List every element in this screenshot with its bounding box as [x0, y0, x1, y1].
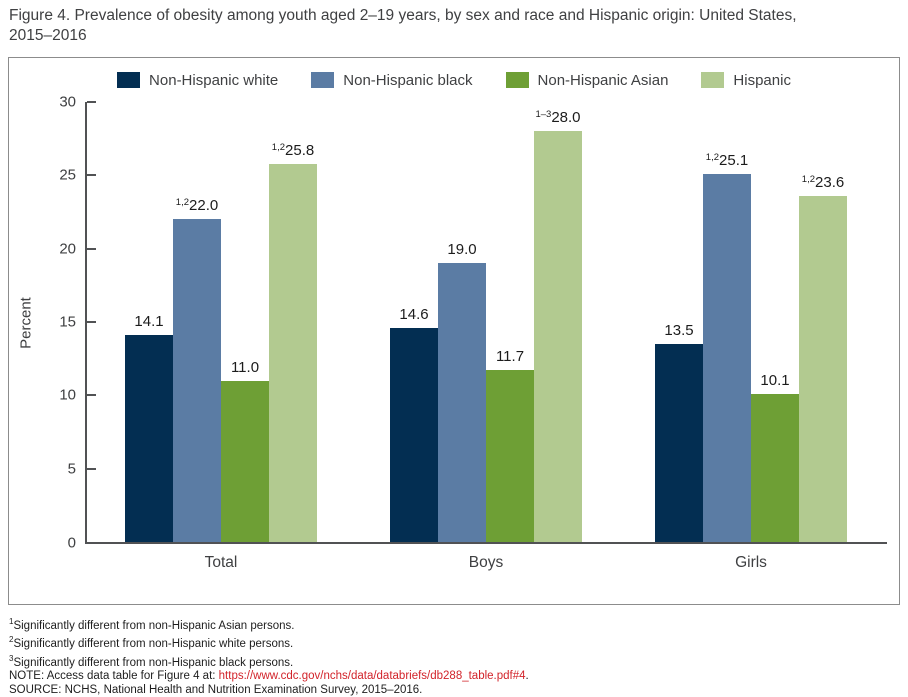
bar-boys-non-hispanic-asian	[486, 370, 534, 542]
footnote-2: 2Significantly different from non-Hispan…	[9, 633, 908, 651]
legend-item-3: Non-Hispanic Asian	[505, 71, 669, 89]
y-axis-label: Percent	[17, 297, 35, 349]
footnote-1: 1Significantly different from non-Hispan…	[9, 615, 908, 633]
bar-value-label: 19.0	[447, 241, 477, 259]
footnote-3-superscript: 3	[9, 653, 14, 663]
legend-item-label: Non-Hispanic white	[149, 71, 279, 89]
y-tick-label: 25	[59, 166, 76, 184]
bar-value-label: 1,225.1	[705, 151, 749, 169]
bar-girls-non-hispanic-asian	[751, 393, 799, 542]
y-tick-label: 20	[59, 240, 76, 258]
significance-superscript: 1–3	[535, 109, 552, 121]
legend-item-4: Hispanic	[701, 72, 791, 89]
bar-total-non-hispanic-black	[173, 219, 221, 542]
figure-title: Figure 4. Prevalence of obesity among yo…	[9, 6, 898, 45]
source-line: SOURCE: NCHS, National Health and Nutrit…	[9, 683, 423, 696]
y-tick-column: 0 5 10 15 20 25 30	[43, 94, 85, 552]
bar-total-non-hispanic-asian	[221, 380, 269, 542]
note-prefix: NOTE: Access data table for Figure 4 at:	[9, 670, 219, 683]
legend-item-1: Non-Hispanic white	[117, 72, 278, 89]
y-tick-label: 10	[59, 386, 76, 404]
x-category-label-boys: Boys	[468, 554, 504, 571]
bar-value-label: 1–328.0	[535, 109, 581, 127]
y-tick	[87, 321, 96, 323]
bar-value-label: 1,222.0	[175, 197, 219, 215]
legend-swatch-icon	[505, 72, 529, 88]
x-category-label-total: Total	[204, 554, 238, 571]
y-tick-label: 0	[67, 534, 76, 552]
bar-value-label: 13.5	[664, 322, 694, 339]
x-axis-labels: Total Boys Girls	[87, 544, 887, 588]
bar-boys-non-hispanic-black	[438, 263, 486, 542]
bar-girls-hispanic	[799, 195, 847, 542]
plot-row: Percent 0 5 10 15 20 25 30 14.1 1,222.0 11.0 1,22…	[9, 94, 899, 552]
bar-total-hispanic	[269, 163, 317, 542]
legend-swatch-icon	[117, 72, 141, 88]
bar-boys-non-hispanic-white	[390, 327, 438, 542]
note-suffix: .	[525, 670, 529, 683]
x-category-label-girls: Girls	[735, 554, 767, 571]
data-table-link[interactable]: https://www.cdc.gov/nchs/data/databriefs…	[218, 670, 526, 683]
bar-value-label: 1,225.8	[271, 141, 315, 159]
bar-boys-hispanic	[534, 131, 582, 542]
figure-title-line2: 2015–2016	[9, 26, 87, 44]
figure-title-line1: Figure 4. Prevalence of obesity among yo…	[9, 7, 797, 24]
significance-superscript: 1,2	[271, 141, 286, 153]
legend-item-label: Hispanic	[733, 71, 791, 89]
legend-swatch-icon	[311, 72, 335, 88]
bar-girls-non-hispanic-black	[703, 173, 751, 542]
y-tick-label: 30	[59, 93, 76, 111]
chart-panel: Non-Hispanic white Non-Hispanic black Non-…	[8, 57, 900, 605]
y-tick	[87, 247, 96, 250]
bar-value-label: 10.1	[760, 371, 790, 389]
bar-total-non-hispanic-white	[125, 335, 173, 542]
footnote-1-superscript: 1	[9, 617, 14, 626]
y-tick	[87, 394, 96, 397]
note-line: NOTE: Access data table for Figure 4 at:…	[9, 670, 908, 684]
bar-value-label: 1,223.6	[801, 173, 845, 191]
y-tick-label: 5	[67, 460, 76, 478]
legend-item-label: Non-Hispanic Asian	[537, 71, 669, 89]
legend-item-2: Non-Hispanic black	[311, 71, 473, 89]
page: Figure 4. Prevalence of obesity among yo…	[0, 6, 908, 697]
footnote-3-text: Significantly different from non-Hispani…	[13, 656, 294, 669]
y-axis-label-column: Percent	[9, 102, 43, 544]
footnote-2-superscript: 2	[9, 635, 14, 645]
significance-superscript: 1,2	[801, 173, 816, 185]
y-tick-label: 15	[59, 313, 76, 331]
bar-value-label: 14.1	[134, 313, 164, 331]
plot-area: 14.1 1,222.0 11.0 1,225.8 14.6 19.0 11.7 1–328.…	[85, 101, 887, 544]
bar-girls-non-hispanic-white	[655, 344, 703, 542]
footnote-1-text: Significantly different from non-Hispani…	[13, 619, 295, 632]
significance-superscript: 1,2	[175, 197, 190, 209]
bar-value-label: 14.6	[399, 305, 429, 323]
footnotes: 1Significantly different from non-Hispan…	[9, 615, 908, 697]
bar-value-label: 11.0	[230, 358, 260, 376]
bar-value-label: 11.7	[495, 348, 525, 366]
chart-legend: Non-Hispanic white Non-Hispanic black Non-…	[9, 58, 899, 89]
footnote-3: 3Significantly different from non-Hispan…	[9, 652, 908, 670]
legend-swatch-icon	[701, 72, 725, 88]
legend-item-label: Non-Hispanic black	[343, 71, 473, 89]
footnote-2-text: Significantly different from non-Hispani…	[13, 638, 294, 651]
y-tick	[87, 101, 96, 103]
y-tick	[87, 467, 96, 470]
y-tick	[87, 174, 96, 177]
significance-superscript: 1,2	[705, 151, 720, 163]
